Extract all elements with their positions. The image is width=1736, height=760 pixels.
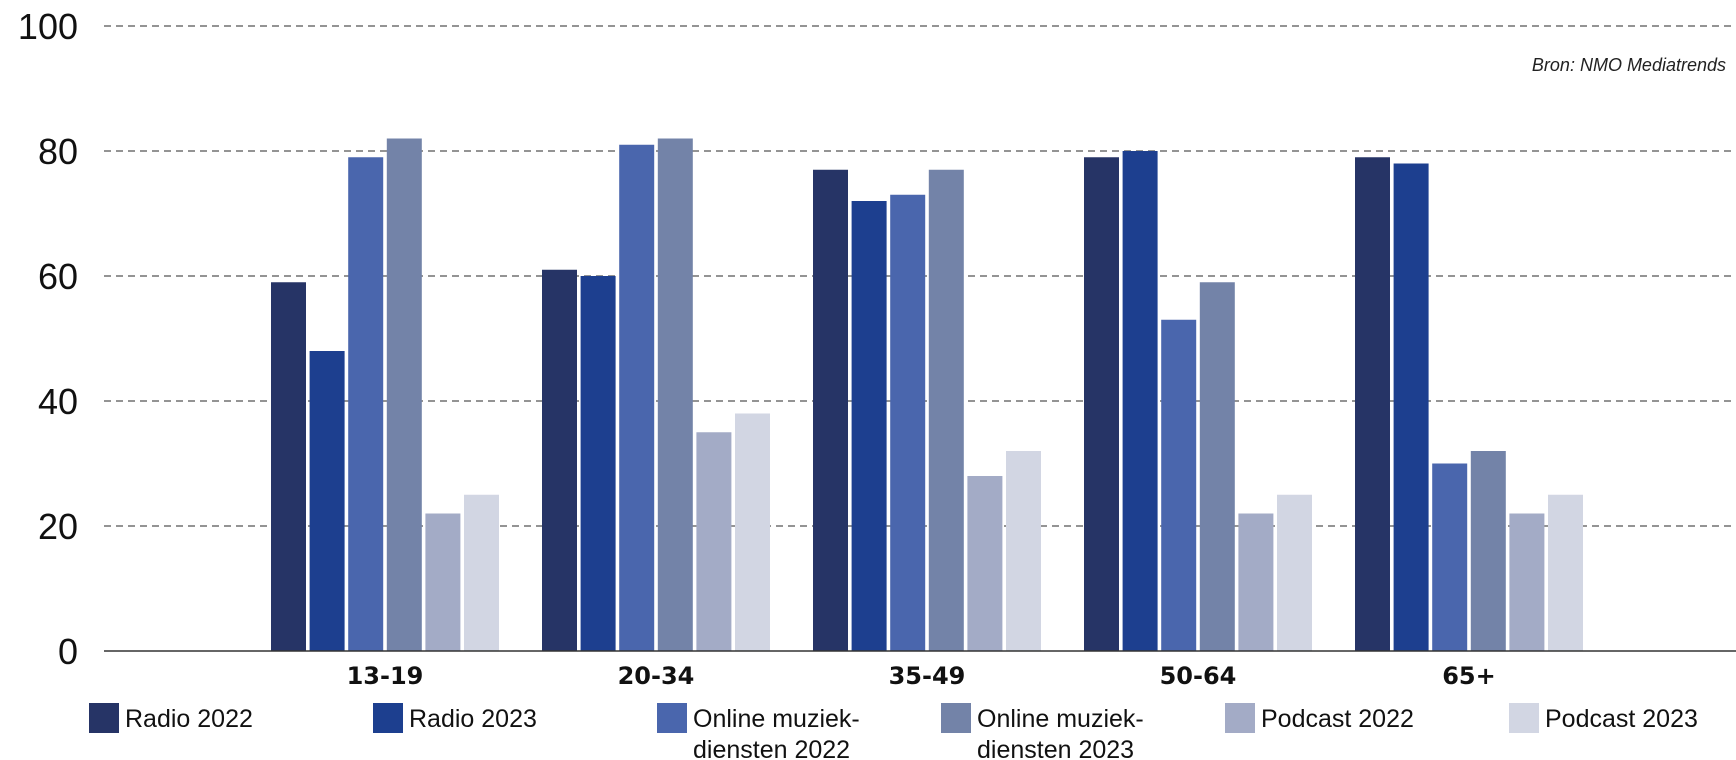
legend-label: Radio 2023: [409, 705, 537, 733]
bar: [271, 282, 306, 651]
bar: [309, 351, 345, 651]
y-axis-ticks: 0 20 40 60 80 100: [18, 6, 78, 672]
bar: [1122, 151, 1158, 651]
legend-item: Podcast 2022: [1225, 703, 1414, 733]
bar: [1355, 157, 1390, 651]
bar: [1006, 451, 1041, 651]
bar: [1199, 282, 1235, 651]
bar: [386, 138, 422, 651]
bar: [696, 432, 732, 651]
legend-swatch: [657, 703, 687, 733]
y-tick-label: 100: [18, 6, 78, 47]
legend: Radio 2022 Radio 2023 Online muziek-dienst…: [89, 703, 1698, 760]
y-tick-label: 80: [38, 131, 78, 172]
bar: [580, 276, 616, 651]
legend-label: diensten 2022: [693, 736, 850, 760]
legend-label: Online muziek-: [977, 705, 1144, 733]
legend-item: Radio 2023: [373, 703, 537, 733]
legend-item: Podcast 2023: [1509, 703, 1698, 733]
bar: [619, 144, 655, 651]
legend-label: Podcast 2022: [1261, 705, 1414, 733]
bar: [1238, 513, 1274, 651]
bar: [735, 413, 770, 651]
x-axis-ticks: 13-19 20-34 35-49 50-64 65+: [347, 662, 1496, 690]
x-tick-label: 35-49: [889, 662, 966, 690]
bar: [425, 513, 461, 651]
x-tick-label: 50-64: [1160, 662, 1237, 690]
legend-label: Online muziek-: [693, 705, 860, 733]
bar: [1548, 494, 1583, 651]
x-tick-label: 65+: [1442, 662, 1496, 690]
legend-swatch: [373, 703, 403, 733]
bar: [890, 194, 926, 651]
bar: [813, 169, 848, 651]
legend-item: Radio 2022: [89, 703, 253, 733]
bar: [1393, 163, 1429, 651]
bar: [1084, 157, 1119, 651]
legend-item: Online muziek-diensten 2022: [657, 703, 860, 760]
bar: [348, 157, 384, 651]
bars: [271, 138, 1583, 651]
y-tick-label: 0: [58, 631, 78, 672]
legend-swatch: [1225, 703, 1255, 733]
bar: [657, 138, 693, 651]
y-tick-label: 60: [38, 256, 78, 297]
bar: [1509, 513, 1545, 651]
legend-swatch: [941, 703, 971, 733]
x-tick-label: 13-19: [347, 662, 424, 690]
bar: [1432, 463, 1468, 651]
bar: [1470, 451, 1506, 651]
bar: [928, 169, 964, 651]
bar: [542, 269, 577, 651]
source-note: Bron: NMO Mediatrends: [1532, 55, 1726, 75]
bar: [1161, 319, 1197, 651]
legend-label: Radio 2022: [125, 705, 253, 733]
bar: [967, 476, 1003, 651]
legend-swatch: [89, 703, 119, 733]
legend-label: diensten 2023: [977, 736, 1134, 760]
bar: [1277, 494, 1312, 651]
legend-label: Podcast 2023: [1545, 705, 1698, 733]
y-tick-label: 20: [38, 506, 78, 547]
y-tick-label: 40: [38, 381, 78, 422]
legend-swatch: [1509, 703, 1539, 733]
x-tick-label: 20-34: [618, 662, 695, 690]
bar: [851, 201, 887, 651]
bar: [464, 494, 499, 651]
legend-item: Online muziek-diensten 2023: [941, 703, 1144, 760]
